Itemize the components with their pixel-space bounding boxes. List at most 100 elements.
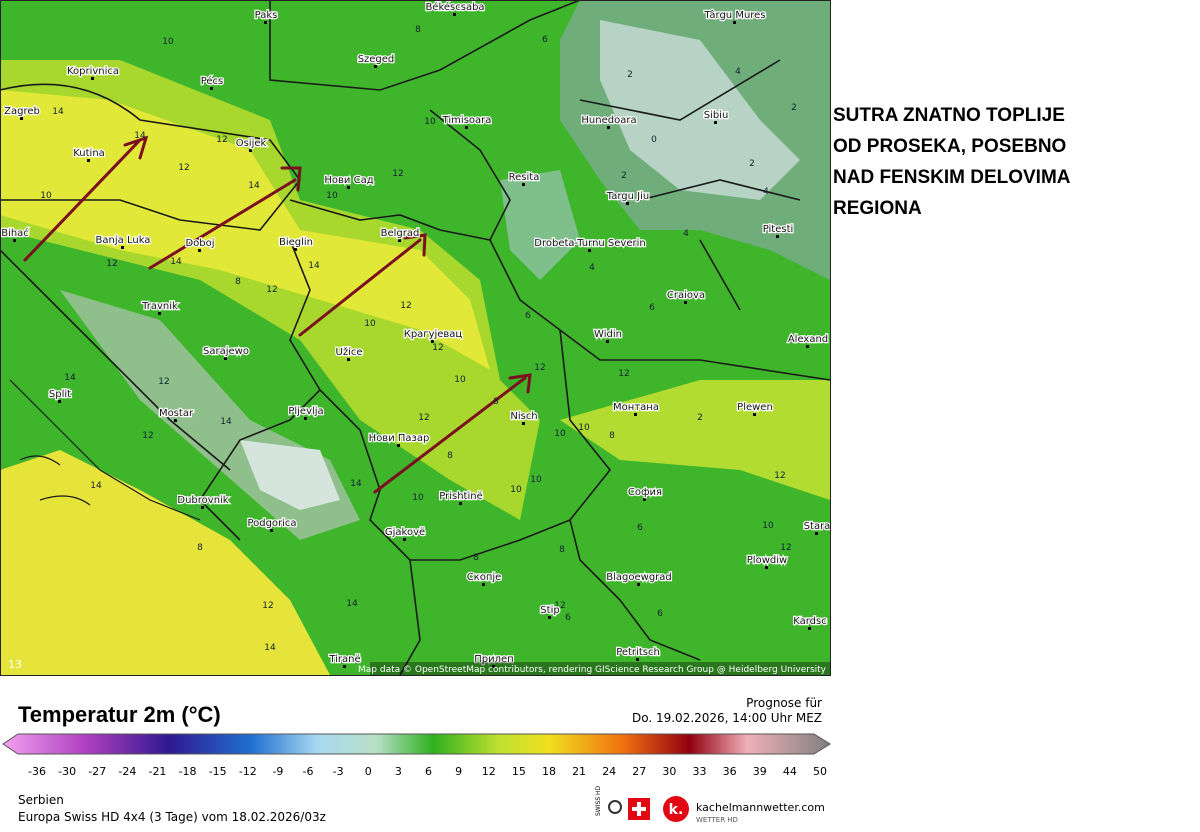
city-dot [398, 239, 401, 242]
city-label: Dubrovnik [177, 495, 228, 506]
city-dot [808, 627, 811, 630]
borders [0, 0, 831, 676]
city-dot [270, 529, 273, 532]
city-label: Osijek [236, 138, 267, 149]
city-dot [643, 498, 646, 501]
legend: Temperatur 2m (°C) Prognose für Do. 19.0… [2, 696, 831, 824]
forecast-label: Prognose für [746, 696, 822, 710]
snow-zone [600, 20, 800, 200]
temperature-label: 6 [649, 303, 655, 313]
temperature-label: 12 [216, 135, 227, 145]
city-label: Békéscsaba [425, 1, 484, 13]
city-label: Plowdiw [747, 555, 787, 566]
temperature-label: 2 [697, 413, 703, 423]
city-dot [684, 301, 687, 304]
temperature-label: 8 [415, 25, 421, 35]
city-dot [548, 616, 551, 619]
city-label: Paks [255, 10, 278, 21]
city-dot [347, 186, 350, 189]
city-dot [815, 532, 818, 535]
annotation-line: NAD FENSKIM DELOVIMA [833, 167, 1071, 188]
city-dot [482, 583, 485, 586]
temperature-label: 12 [266, 285, 277, 295]
city-dot [607, 126, 610, 129]
city-label: Pljevlja [288, 406, 323, 417]
city-dot [637, 583, 640, 586]
annotation-line: SUTRA ZNATNO TOPLIJE [833, 105, 1065, 126]
city-label: Нови Пазар [369, 433, 430, 444]
city-dot [522, 422, 525, 425]
city-dot [588, 249, 591, 252]
logo-circle [663, 796, 689, 822]
city-label: Târgu Mures [703, 9, 765, 21]
city-dot [210, 87, 213, 90]
city-dot [20, 117, 23, 120]
color-bar-tick: -36 [28, 765, 46, 778]
map-frame [0, 0, 831, 676]
temperature-label: 12 [432, 343, 443, 353]
temperature-label: 10 [554, 429, 566, 439]
temperature-label: 14 [52, 107, 64, 117]
city-dot [522, 183, 525, 186]
city-dot [459, 502, 462, 505]
city-label: Szeged [358, 54, 395, 65]
city-label: Hunedoara [581, 115, 636, 126]
temperature-label: 4 [683, 229, 689, 239]
region: Serbien [18, 793, 64, 807]
temperature-label: 14 [64, 373, 76, 383]
temperature-label: 12 [780, 543, 791, 553]
color-bar-tick: 15 [512, 765, 526, 778]
city-label: Zagreb [4, 106, 40, 117]
city-label: Resita [509, 172, 540, 183]
city-dot [13, 239, 16, 242]
color-bar-tick: -9 [272, 765, 283, 778]
temperature-label: 2 [621, 171, 627, 181]
swiss-hd: SWISS HD [595, 785, 602, 816]
city-dot [87, 159, 90, 162]
city-dot [264, 21, 267, 24]
temperature-label: 8 [447, 451, 453, 461]
color-bar-tick: 0 [365, 765, 372, 778]
city-dot [465, 126, 468, 129]
city-label: Stara [804, 521, 831, 532]
city-label: Split [49, 389, 71, 400]
temperature-label: 12 [554, 601, 565, 611]
temperature-label: 2 [627, 70, 633, 80]
temperature-label: 4 [763, 187, 769, 197]
city-label: Travnik [141, 301, 178, 312]
temperature-label: 4 [589, 263, 595, 273]
temperature-label: 10 [364, 319, 376, 329]
temperature-label: 12 [106, 259, 117, 269]
temperature-label: 12 [178, 163, 189, 173]
color-bar-tick: 44 [783, 765, 797, 778]
color-bar-tick: -21 [148, 765, 166, 778]
temperature-label: 10 [424, 117, 436, 127]
city-dot [492, 665, 495, 668]
city-label: Prishtinë [439, 491, 482, 502]
annotation-line: OD PROSEKA, POSEBNO [833, 136, 1067, 157]
city-label: Plewen [737, 402, 773, 413]
city-label: Banja Luka [96, 235, 151, 246]
city-dot [201, 506, 204, 509]
city-dot [294, 248, 297, 251]
city-label: Koprivnica [67, 66, 119, 77]
city-dot [91, 77, 94, 80]
city-label: Sarajewo [203, 346, 249, 357]
temperature-label: 14 [170, 257, 182, 267]
swiss-cross [632, 802, 646, 816]
city-dot [626, 202, 629, 205]
city-dot [776, 235, 779, 238]
city-label: Kutina [73, 148, 105, 159]
site-sub: WETTER HD [696, 816, 738, 824]
city-dot [224, 357, 227, 360]
color-bar-tick: -18 [179, 765, 197, 778]
city-label: Petritsch [616, 647, 660, 658]
city-label: Blagoewgrad [606, 572, 672, 583]
logo: k. [669, 802, 684, 818]
mountain-zone [500, 170, 580, 280]
temperature-label: 6 [637, 523, 643, 533]
city-label: Mostar [159, 408, 194, 419]
arrows [23, 135, 532, 494]
city-label: Widin [594, 329, 622, 340]
